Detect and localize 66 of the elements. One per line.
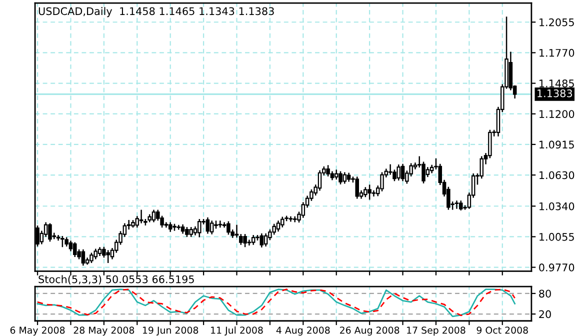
y-tick-label: 1.0340 [540, 202, 574, 210]
candlestick [380, 172, 384, 192]
candlestick [459, 200, 463, 212]
candlestick [106, 249, 110, 264]
candlestick [368, 184, 372, 200]
candlestick [168, 222, 172, 233]
candlestick [276, 220, 280, 232]
candlestick [338, 170, 342, 185]
candlestick [260, 232, 264, 248]
y-tick-label: 20 [539, 310, 551, 318]
candlestick [90, 252, 94, 264]
candlestick [396, 164, 401, 182]
candlestick [218, 220, 222, 228]
candlestick [152, 209, 156, 223]
candlestick [364, 186, 368, 198]
candlestick [318, 170, 322, 192]
y-tick-label: 1.1200 [540, 110, 574, 118]
candlestick [94, 248, 98, 260]
candlestick [400, 163, 405, 182]
candlestick [355, 176, 359, 200]
candlestick [64, 236, 68, 248]
chart-title: USDCAD,Daily 1.1458 1.1465 1.1343 1.1383 [38, 7, 274, 18]
candlestick [480, 156, 484, 180]
chart-title: Stoch(5,3,3) 50.0553 66.5195 [38, 275, 194, 284]
candlestick [326, 164, 330, 178]
candlestick [48, 222, 52, 242]
candlestick [198, 218, 202, 238]
candlestick [189, 226, 193, 238]
candlestick [206, 216, 210, 234]
x-tick-label: 28 May 2008 [74, 326, 134, 336]
candlestick [454, 200, 459, 210]
candlestick [280, 216, 284, 228]
ref-line-label: 1.1383 [538, 89, 572, 98]
candlestick [426, 166, 430, 178]
candlestick [334, 169, 338, 180]
candlestick [180, 224, 185, 234]
x-tick-label: 6 May 2008 [10, 326, 65, 336]
x-tick-label: 4 Aug 2008 [276, 326, 330, 336]
x-tick-label: 26 Aug 2008 [340, 326, 400, 336]
candlestick [251, 234, 256, 246]
candlestick [210, 220, 214, 235]
x-tick-label: 19 Jun 2008 [142, 326, 198, 336]
candlestick [243, 233, 247, 248]
y-tick-label: 1.0630 [540, 171, 574, 180]
x-tick-label: 17 Sep 2008 [407, 326, 466, 336]
y-tick-label: 1.2055 [540, 18, 574, 26]
candlestick [185, 226, 189, 238]
x-tick-label: 9 Oct 2008 [476, 326, 528, 334]
candlestick [264, 232, 268, 248]
y-tick-label: 1.1485 [540, 80, 574, 88]
y-tick-label: 1.0055 [540, 232, 574, 241]
candlestick [73, 242, 77, 258]
y-tick-label: 1.1770 [540, 48, 574, 57]
y-tick-label: 80 [539, 290, 551, 298]
candlestick [388, 164, 392, 176]
y-tick-label: 0.9770 [539, 264, 574, 272]
candlestick [139, 209, 144, 224]
x-tick-label: 11 Jul 2008 [211, 326, 263, 336]
candlestick [346, 172, 351, 182]
candlestick [247, 239, 252, 246]
candlestick [81, 248, 86, 266]
candlestick [68, 240, 73, 252]
candlestick [226, 220, 230, 236]
y-tick-label: 1.0915 [540, 140, 574, 149]
candlestick [60, 235, 64, 248]
candlestick [342, 172, 347, 184]
